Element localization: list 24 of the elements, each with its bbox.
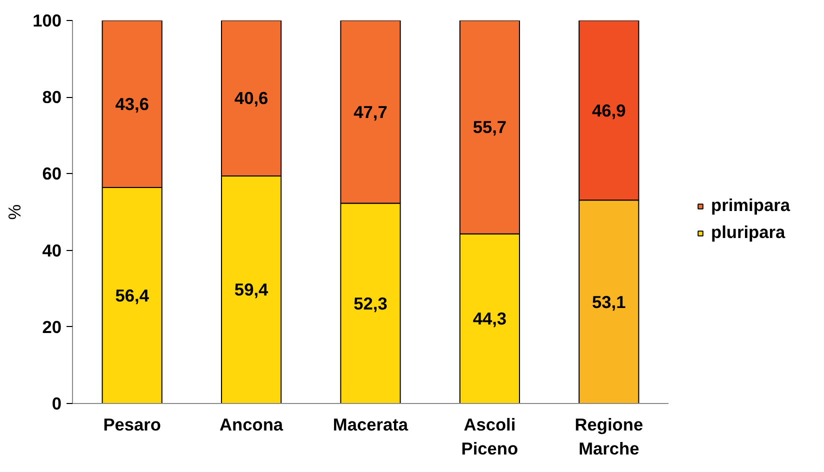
data-label: 44,3 (472, 308, 507, 329)
y-tick-label: 40 (42, 240, 62, 260)
y-tick-label: 100 (32, 10, 62, 30)
data-label: 47,7 (354, 102, 388, 122)
y-tick-label: 80 (42, 87, 62, 108)
data-label: 40,6 (234, 88, 269, 108)
x-tick-label: Ascoli Piceno (461, 414, 518, 458)
x-tick-label: Macerata (332, 414, 408, 434)
data-label: 52,3 (354, 293, 388, 314)
y-tick-label: 20 (42, 316, 62, 337)
data-label: 53,1 (592, 292, 626, 312)
y-tick-label: 60 (42, 164, 62, 184)
data-label: 46,9 (592, 100, 626, 120)
x-tick-label: Regione Marche (574, 414, 644, 458)
data-label: 43,6 (115, 94, 150, 114)
x-tick-label: Ancona (220, 414, 284, 434)
y-axis-title: % (4, 204, 25, 220)
data-label: 55,7 (472, 117, 507, 138)
x-tick-label: Pesaro (103, 414, 162, 434)
data-label: 56,4 (115, 285, 150, 306)
data-label: 59,4 (234, 280, 269, 300)
legend-label: pluripara (711, 222, 786, 243)
legend-label: primipara (711, 195, 790, 216)
y-tick-label: 0 (52, 394, 62, 414)
